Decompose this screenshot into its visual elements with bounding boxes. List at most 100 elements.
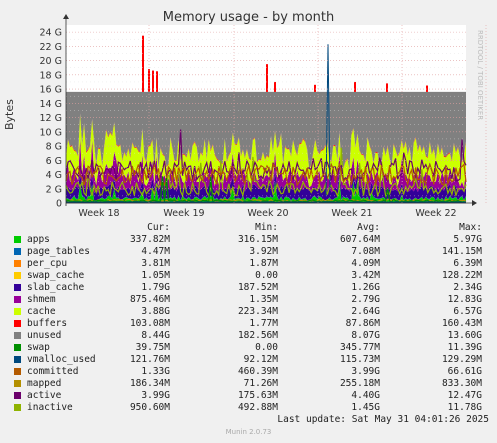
legend-max: 12.83G [447, 294, 482, 305]
legend-max: 11.78G [447, 402, 482, 413]
legend-avg: 1.45G [351, 402, 380, 413]
buffers-spike [142, 35, 144, 92]
legend-swatch [14, 236, 21, 243]
memory-chart: 0 2 G 4 G 6 G 8 G 10 G 12 G 14 G 16 G 18 G 20 G 22 … [40, 14, 487, 219]
x-tick-label: Week 18 [78, 208, 119, 219]
legend-cur: 4.47M [141, 246, 170, 257]
legend: Cur: Min: Avg: Max: apps 337.82M 316.15M 60… [10, 222, 490, 414]
area-buffers [66, 113, 466, 170]
legend-name: buffers [27, 318, 68, 329]
legend-name: per_cpu [27, 258, 68, 269]
legend-swatch [14, 284, 21, 291]
legend-swatch [14, 308, 21, 315]
legend-swatch [14, 344, 21, 351]
buffers-spike [386, 83, 388, 92]
legend-swatch [14, 272, 21, 279]
legend-name: apps [27, 234, 50, 245]
legend-swatch [14, 332, 21, 339]
legend-min: 492.88M [237, 402, 278, 413]
legend-swatch [14, 404, 21, 411]
legend-avg: 3.99G [351, 366, 380, 377]
legend-avg: 115.73M [339, 354, 380, 365]
legend-row-swap: swap 39.75M 0.00 345.77M 11.39G [10, 342, 490, 354]
legend-cur: 1.79G [141, 282, 170, 293]
legend-avg: 3.42M [351, 270, 380, 281]
legend-cur: 186.34M [129, 378, 170, 389]
legend-row-cache: cache 3.88G 223.34M 2.64G 6.57G [10, 306, 490, 318]
x-tick-label: Week 22 [415, 208, 456, 219]
buffers-spike [156, 71, 158, 92]
legend-name: cache [27, 306, 56, 317]
buffers-spike [152, 70, 154, 92]
area-unused [66, 91, 466, 170]
legend-min: 1.35M [249, 294, 278, 305]
legend-row-shmem: shmem 875.46M 1.35M 2.79G 12.83G [10, 294, 490, 306]
legend-header-avg: Avg: [357, 222, 380, 233]
buffers-spike [354, 81, 356, 92]
legend-swatch [14, 320, 21, 327]
legend-min: 223.34M [237, 306, 278, 317]
legend-avg: 7.08M [351, 246, 380, 257]
legend-min: 182.56M [237, 330, 278, 341]
legend-min: 316.15M [237, 234, 278, 245]
legend-avg: 87.86M [345, 318, 380, 329]
legend-name: committed [27, 366, 79, 377]
buffers-spike [274, 81, 276, 92]
munin-version: Munin 2.0.73 [225, 428, 272, 436]
legend-max: 13.60G [447, 330, 482, 341]
committed-spike [325, 44, 331, 196]
legend-avg: 345.77M [339, 342, 380, 353]
last-update: Last update: Sat May 31 04:01:26 2025 [277, 414, 489, 425]
legend-row-vmalloc-used: vmalloc_used 121.76M 92.12M 115.73M 129.29M [10, 354, 490, 366]
legend-row-buffers: buffers 103.08M 1.77M 87.86M 160.43M [10, 318, 490, 330]
legend-swatch [14, 356, 21, 363]
y-tick-label: 24 G [40, 28, 62, 39]
legend-max: 5.97G [453, 234, 482, 245]
legend-cur: 3.81M [141, 258, 170, 269]
legend-cur: 3.88G [141, 306, 170, 317]
legend-avg: 1.26G [351, 282, 380, 293]
line-active [65, 129, 467, 183]
legend-avg: 2.79G [351, 294, 380, 305]
legend-header-cur: Cur: [147, 222, 170, 233]
legend-row-slab-cache: slab_cache 1.79G 187.52M 1.26G 2.34G [10, 282, 490, 294]
legend-min: 175.63M [237, 390, 278, 401]
legend-avg: 607.64M [339, 234, 380, 245]
legend-max: 11.39G [447, 342, 482, 353]
legend-cur: 103.08M [129, 318, 170, 329]
x-tick-label: Week 21 [331, 208, 372, 219]
legend-header-min: Min: [255, 222, 278, 233]
legend-name: inactive [27, 402, 73, 413]
x-tick-label: Week 19 [163, 208, 204, 219]
y-tick-label: 18 G [40, 70, 62, 81]
legend-row-apps: apps 337.82M 316.15M 607.64M 5.97G [10, 234, 490, 246]
legend-max: 2.34G [453, 282, 482, 293]
legend-min: 187.52M [237, 282, 278, 293]
legend-cur: 121.76M [129, 354, 170, 365]
legend-row-swap-cache: swap_cache 1.05M 0.00 3.42M 128.22M [10, 270, 490, 282]
legend-swatch [14, 248, 21, 255]
legend-min: 92.12M [243, 354, 278, 365]
legend-max: 12.47G [447, 390, 482, 401]
y-tick-label: 2 G [46, 184, 62, 195]
legend-min: 1.87M [249, 258, 278, 269]
legend-name: mapped [27, 378, 62, 389]
legend-max: 128.22M [441, 270, 482, 281]
line-committed [65, 162, 467, 187]
legend-min: 0.00 [255, 270, 278, 281]
y-tick-label: 22 G [40, 42, 62, 53]
line-inactive [65, 147, 467, 198]
area-shmem [66, 137, 466, 194]
legend-row-per-cpu: per_cpu 3.81M 1.87M 4.09M 6.39M [10, 258, 490, 270]
legend-min: 71.26M [243, 378, 278, 389]
legend-name: slab_cache [27, 282, 85, 293]
y-tick-label: 12 G [40, 113, 62, 124]
legend-row-page-tables: page_tables 4.47M 3.92M 7.08M 141.15M [10, 246, 490, 258]
legend-cur: 337.82M [129, 234, 170, 245]
x-axis-arrow [472, 200, 477, 206]
legend-cur: 8.44G [141, 330, 170, 341]
area-page-tables [66, 178, 466, 201]
legend-min: 0.00 [255, 342, 278, 353]
legend-max: 6.57G [453, 306, 482, 317]
legend-row-active: active 3.99G 175.63M 4.40G 12.47G [10, 390, 490, 402]
